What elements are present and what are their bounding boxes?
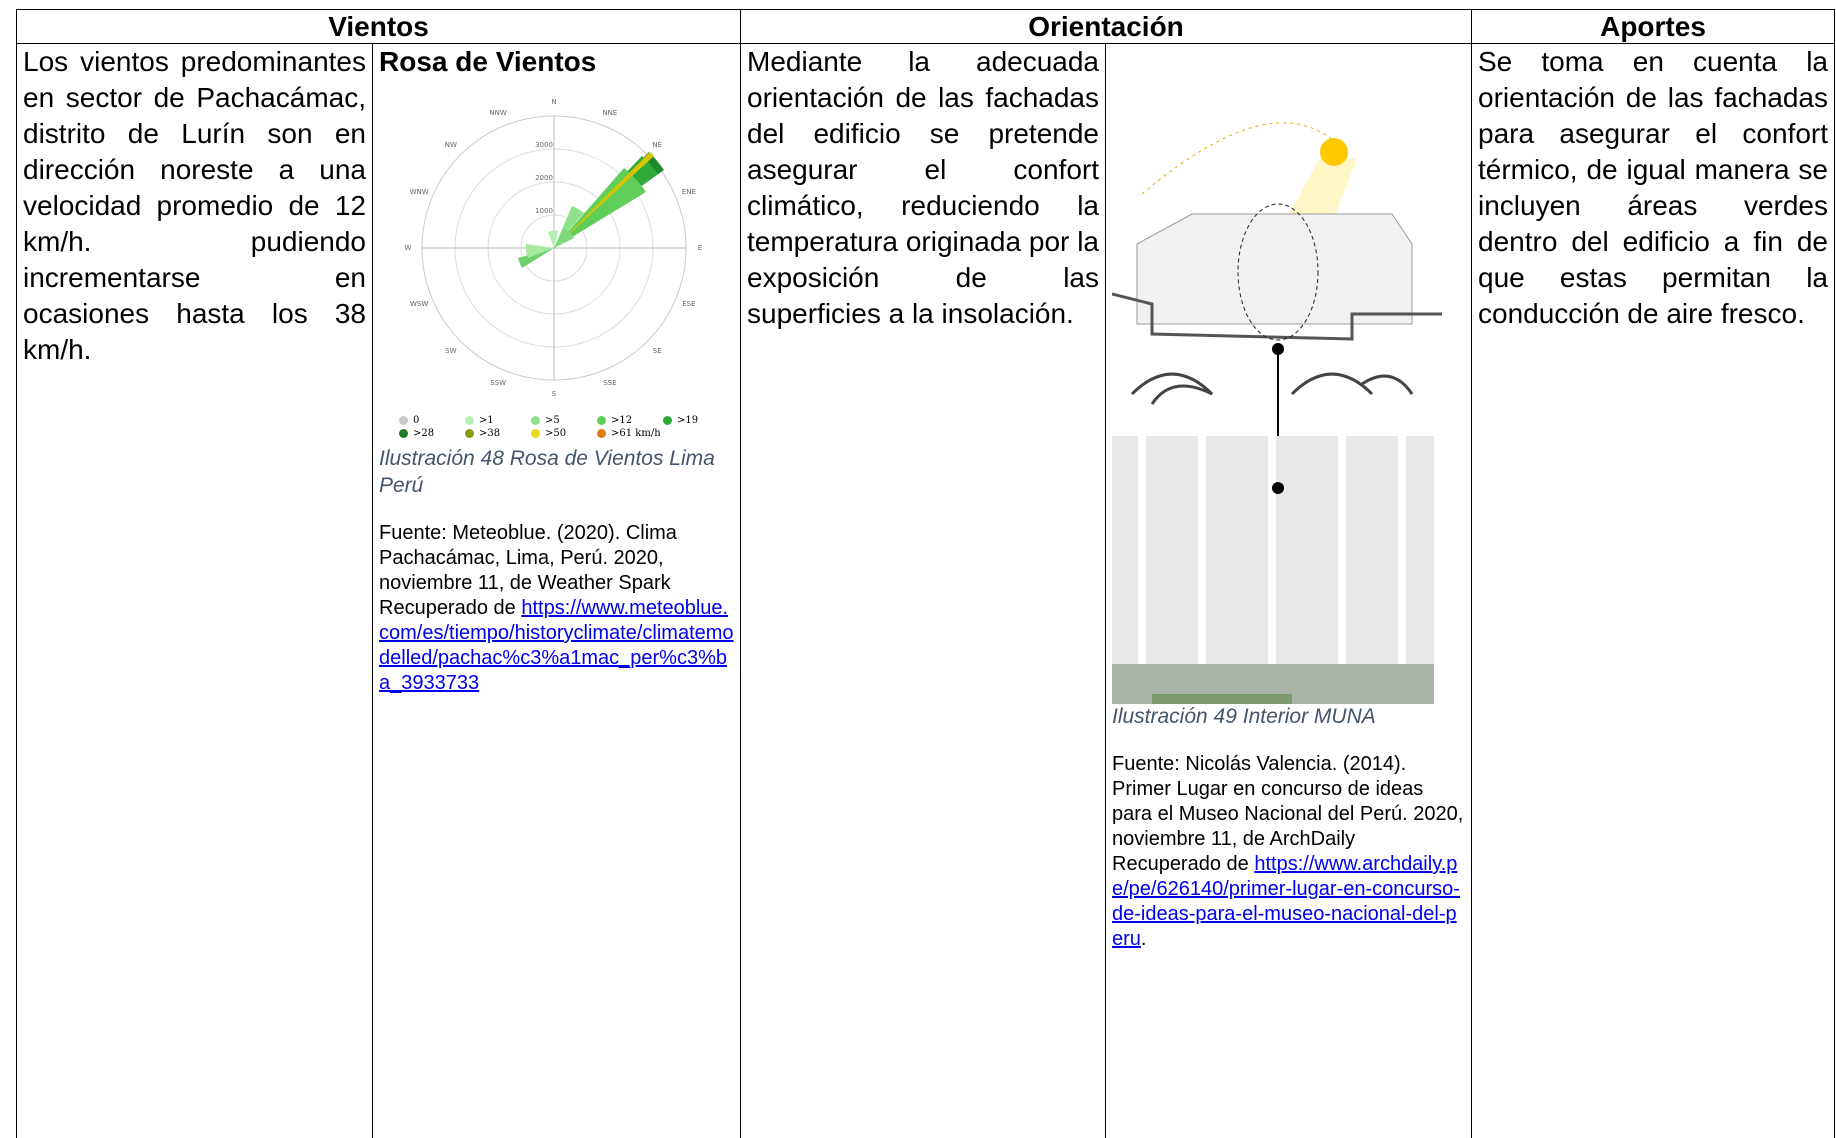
link-suffix: . <box>1141 928 1147 950</box>
legend-item: >50 <box>531 428 597 439</box>
cell: Los vientos predominantes en sector de P… <box>17 44 373 1138</box>
legend-item: >1 <box>465 415 531 426</box>
legend-swatch <box>399 429 408 438</box>
legend-swatch <box>597 416 606 425</box>
legend-label: >38 <box>479 428 500 439</box>
caption: Ilustración 49 Interior MUNA <box>1112 703 1465 730</box>
direction-label: N <box>551 98 556 106</box>
direction-label: SSW <box>490 379 506 387</box>
figure-title: Rosa de Vientos <box>379 44 734 80</box>
direction-label: NE <box>652 141 662 149</box>
cell: Se toma en cuenta la orientación de las … <box>1472 44 1835 1138</box>
legend-swatch <box>531 429 540 438</box>
legend-swatch <box>531 416 540 425</box>
direction-label: E <box>698 244 702 252</box>
source: Fuente: Nicolás Valencia. (2014). Primer… <box>1112 752 1465 952</box>
legend-item: >38 <box>465 428 531 439</box>
legend-item: 0 <box>399 415 465 426</box>
legend: 0 >1 >5 >12 >19 >28 >38 >50 >61 km/h <box>399 415 729 439</box>
legend-label: >50 <box>545 428 566 439</box>
legend-label: >61 km/h <box>611 428 661 439</box>
direction-label: ESE <box>682 300 695 308</box>
paragraph: Los vientos predominantes en sector de P… <box>23 44 366 368</box>
cell: Mediante la adecuada orientación de las … <box>741 44 1106 1138</box>
direction-label: NW <box>445 141 457 149</box>
paragraph: Mediante la adecuada orientación de las … <box>747 44 1099 332</box>
legend-swatch <box>465 416 474 425</box>
cell: Ilustración 49 Interior MUNA Fuente: Nic… <box>1106 44 1472 1138</box>
header-cell: Aportes <box>1472 10 1835 44</box>
legend-swatch <box>597 429 606 438</box>
legend-swatch <box>663 416 672 425</box>
legend-swatch <box>399 416 408 425</box>
comparison-table: Vientos Orientación Aportes Los vientos … <box>16 9 1835 1138</box>
body-row: Los vientos predominantes en sector de P… <box>17 44 1835 1138</box>
legend-swatch <box>465 429 474 438</box>
legend-label: >5 <box>545 415 560 426</box>
legend-item: >61 km/h <box>597 428 663 439</box>
direction-label: NNW <box>489 109 506 117</box>
legend-item: >12 <box>597 415 663 426</box>
legend-label: >19 <box>677 415 698 426</box>
legend-item: >5 <box>531 415 597 426</box>
direction-label: WSW <box>410 300 428 308</box>
header-cell: Vientos <box>17 10 741 44</box>
direction-label: W <box>405 244 412 252</box>
wind-rose: N NNE NE ENE E ESE SE SSE S SSW SW WSW W WNW NW NNW 1000… <box>379 80 735 410</box>
direction-label: ENE <box>682 188 696 196</box>
ring-label: 1000 <box>535 207 553 215</box>
legend-label: >28 <box>413 428 434 439</box>
header-row: Vientos Orientación Aportes <box>17 10 1835 44</box>
direction-label: SSE <box>603 379 616 387</box>
caption: Ilustración 48 Rosa de Vientos Lima Perú <box>379 445 734 499</box>
ring-label: 2000 <box>535 174 553 182</box>
cell: Rosa de Vientos <box>373 44 741 1138</box>
ring-label: 3000 <box>535 141 553 149</box>
direction-label: S <box>552 390 557 398</box>
header-cell: Orientación <box>741 10 1472 44</box>
legend-label: >12 <box>611 415 632 426</box>
direction-label: SW <box>445 347 456 355</box>
direction-label: SE <box>653 347 662 355</box>
direction-label: WNW <box>410 188 429 196</box>
source: Fuente: Meteoblue. (2020). Clima Pachacá… <box>379 521 734 696</box>
direction-label: NNE <box>602 109 617 117</box>
paragraph: Se toma en cuenta la orientación de las … <box>1478 44 1828 332</box>
legend-label: >1 <box>479 415 494 426</box>
legend-item: >19 <box>663 415 729 426</box>
building-illustration <box>1112 64 1442 704</box>
legend-label: 0 <box>413 415 419 426</box>
legend-item: >28 <box>399 428 465 439</box>
